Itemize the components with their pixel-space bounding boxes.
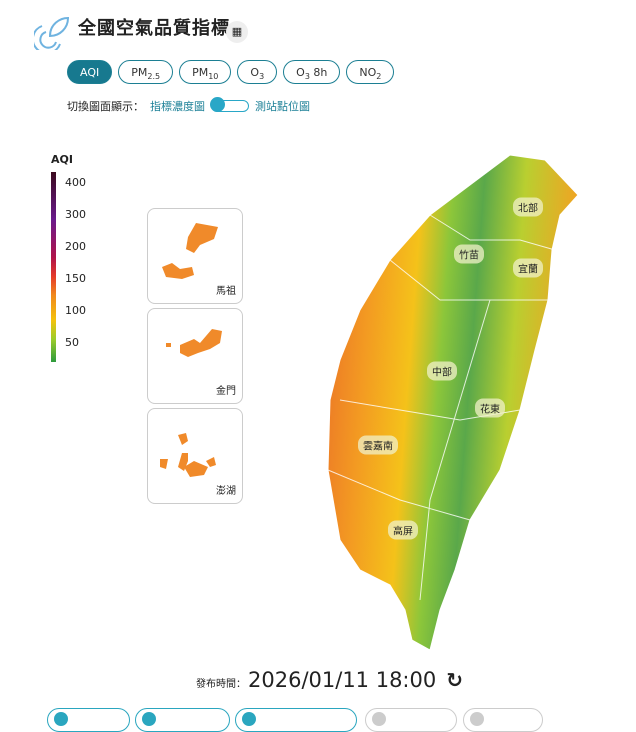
region-label-huadong[interactable]: 花東 [475,398,505,418]
tab-aqi[interactable]: AQI [67,60,113,84]
matsu-map [162,223,218,279]
region-label-zhumiao[interactable]: 竹苗 [454,244,484,264]
leaf-logo-icon [34,16,70,50]
legend-tick: 100 [65,304,86,317]
page-title: 全國空氣品質指標 [78,18,230,39]
kinmen-map [166,329,222,357]
toggle-station-map[interactable]: 測站點位圖 [255,100,310,113]
display-switch[interactable] [210,97,249,112]
pollutant-tabs: AQI PM2.5 PM10 O3 O3 8h NO2 [67,60,395,84]
legend-tick: 150 [65,272,86,285]
region-label-yunjianan[interactable]: 雲嘉南 [358,435,398,455]
legend-tick: 400 [65,176,86,189]
region-label-north[interactable]: 北部 [513,197,543,217]
region-label-yilan[interactable]: 宜蘭 [513,258,543,278]
region-label-gaoping[interactable]: 高屏 [388,520,418,540]
taiwan-island [327,154,579,651]
tab-o3[interactable]: O3 [237,60,278,84]
calculator-icon[interactable]: ▦ [226,21,248,43]
legend-title: AQI [51,153,73,166]
tab-pm10[interactable]: PM10 [179,60,232,84]
legend-tick: 200 [65,240,86,253]
bottom-button[interactable] [47,708,130,732]
tab-no2[interactable]: NO2 [346,60,395,84]
legend-colorbar [51,172,56,362]
bottom-button[interactable] [135,708,230,732]
toggle-concentration-map[interactable]: 指標濃度圖 [150,100,205,113]
inset-kinmen[interactable]: 金門 [147,308,243,404]
inset-penghu[interactable]: 澎湖 [147,408,243,504]
penghu-map [160,433,216,477]
inset-matsu[interactable]: 馬祖 [147,208,243,304]
bottom-button[interactable] [235,708,357,732]
publish-time-value: 2026/01/11 18:00 [248,668,437,692]
bottom-button[interactable] [365,708,457,732]
tab-pm25[interactable]: PM2.5 [118,60,174,84]
toggle-prefix: 切換圖面顯示： [67,100,144,113]
bottom-button[interactable] [463,708,543,732]
legend-tick: 50 [65,336,79,349]
region-label-central[interactable]: 中部 [427,361,457,381]
display-toggle-row: 切換圖面顯示： 指標濃度圖 測站點位圖 [67,97,310,114]
tab-o3-8h[interactable]: O3 8h [283,60,341,84]
publish-time: 發布時間： 2026/01/11 18:00 ↻ [196,668,463,692]
refresh-icon[interactable]: ↻ [446,668,463,692]
legend-tick: 300 [65,208,86,221]
